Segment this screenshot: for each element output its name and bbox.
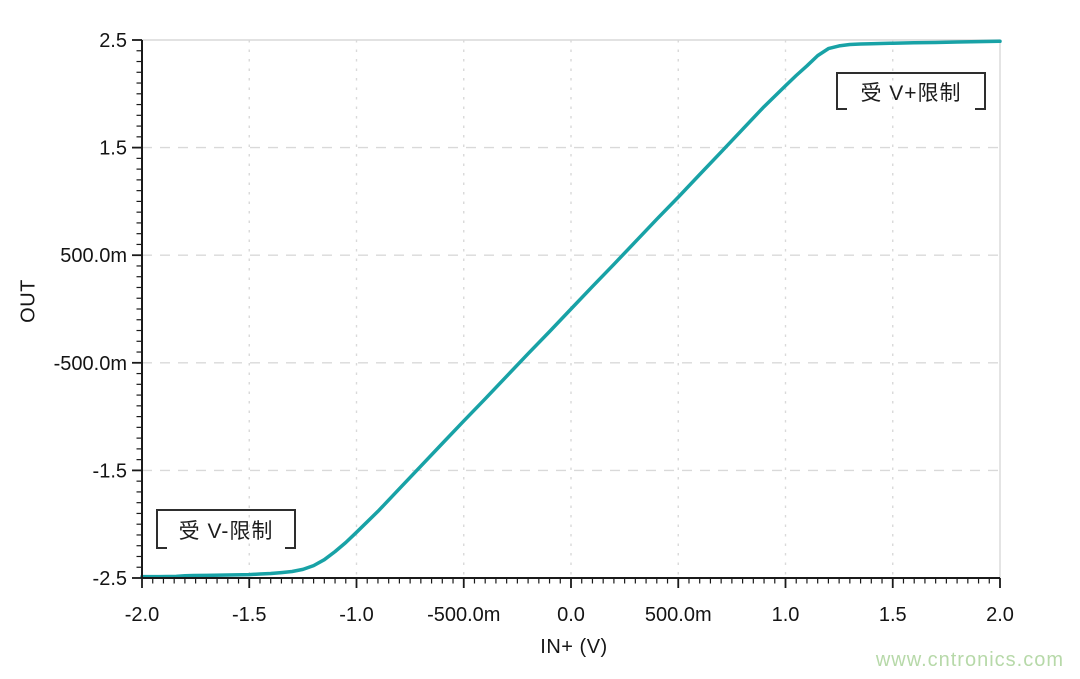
x-tick-label: 500.0m (645, 604, 712, 626)
transfer-curve (140, 39, 1002, 579)
y-tick-label: -1.5 (93, 460, 127, 482)
x-tick-label: 2.0 (986, 604, 1014, 626)
x-axis-title: IN+ (V) (540, 636, 608, 658)
watermark: www.cntronics.com (875, 649, 1064, 671)
annotation-v-minus-label: 受 V-限制 (178, 520, 274, 543)
y-tick-label: 2.5 (99, 30, 127, 52)
y-tick-label: 500.0m (60, 245, 127, 267)
x-tick-label: -2.0 (125, 604, 159, 626)
y-axis-title: OUT (17, 279, 40, 323)
annotation-v-plus-box: 受 V+限制 (836, 72, 986, 110)
x-tick-label: -1.0 (339, 604, 373, 626)
x-tick-label: -1.5 (232, 604, 266, 626)
x-tick-label: 1.0 (772, 604, 800, 626)
x-tick-label: 0.0 (557, 604, 585, 626)
x-tick-label: 1.5 (879, 604, 907, 626)
y-tick-label: -500.0m (54, 353, 127, 375)
annotation-v-minus-box: 受 V-限制 (156, 509, 296, 549)
y-tick-label: -2.5 (93, 568, 127, 590)
x-tick-label: -500.0m (427, 604, 500, 626)
annotation-v-plus-label: 受 V+限制 (860, 82, 962, 105)
y-tick-label: 1.5 (99, 138, 127, 160)
